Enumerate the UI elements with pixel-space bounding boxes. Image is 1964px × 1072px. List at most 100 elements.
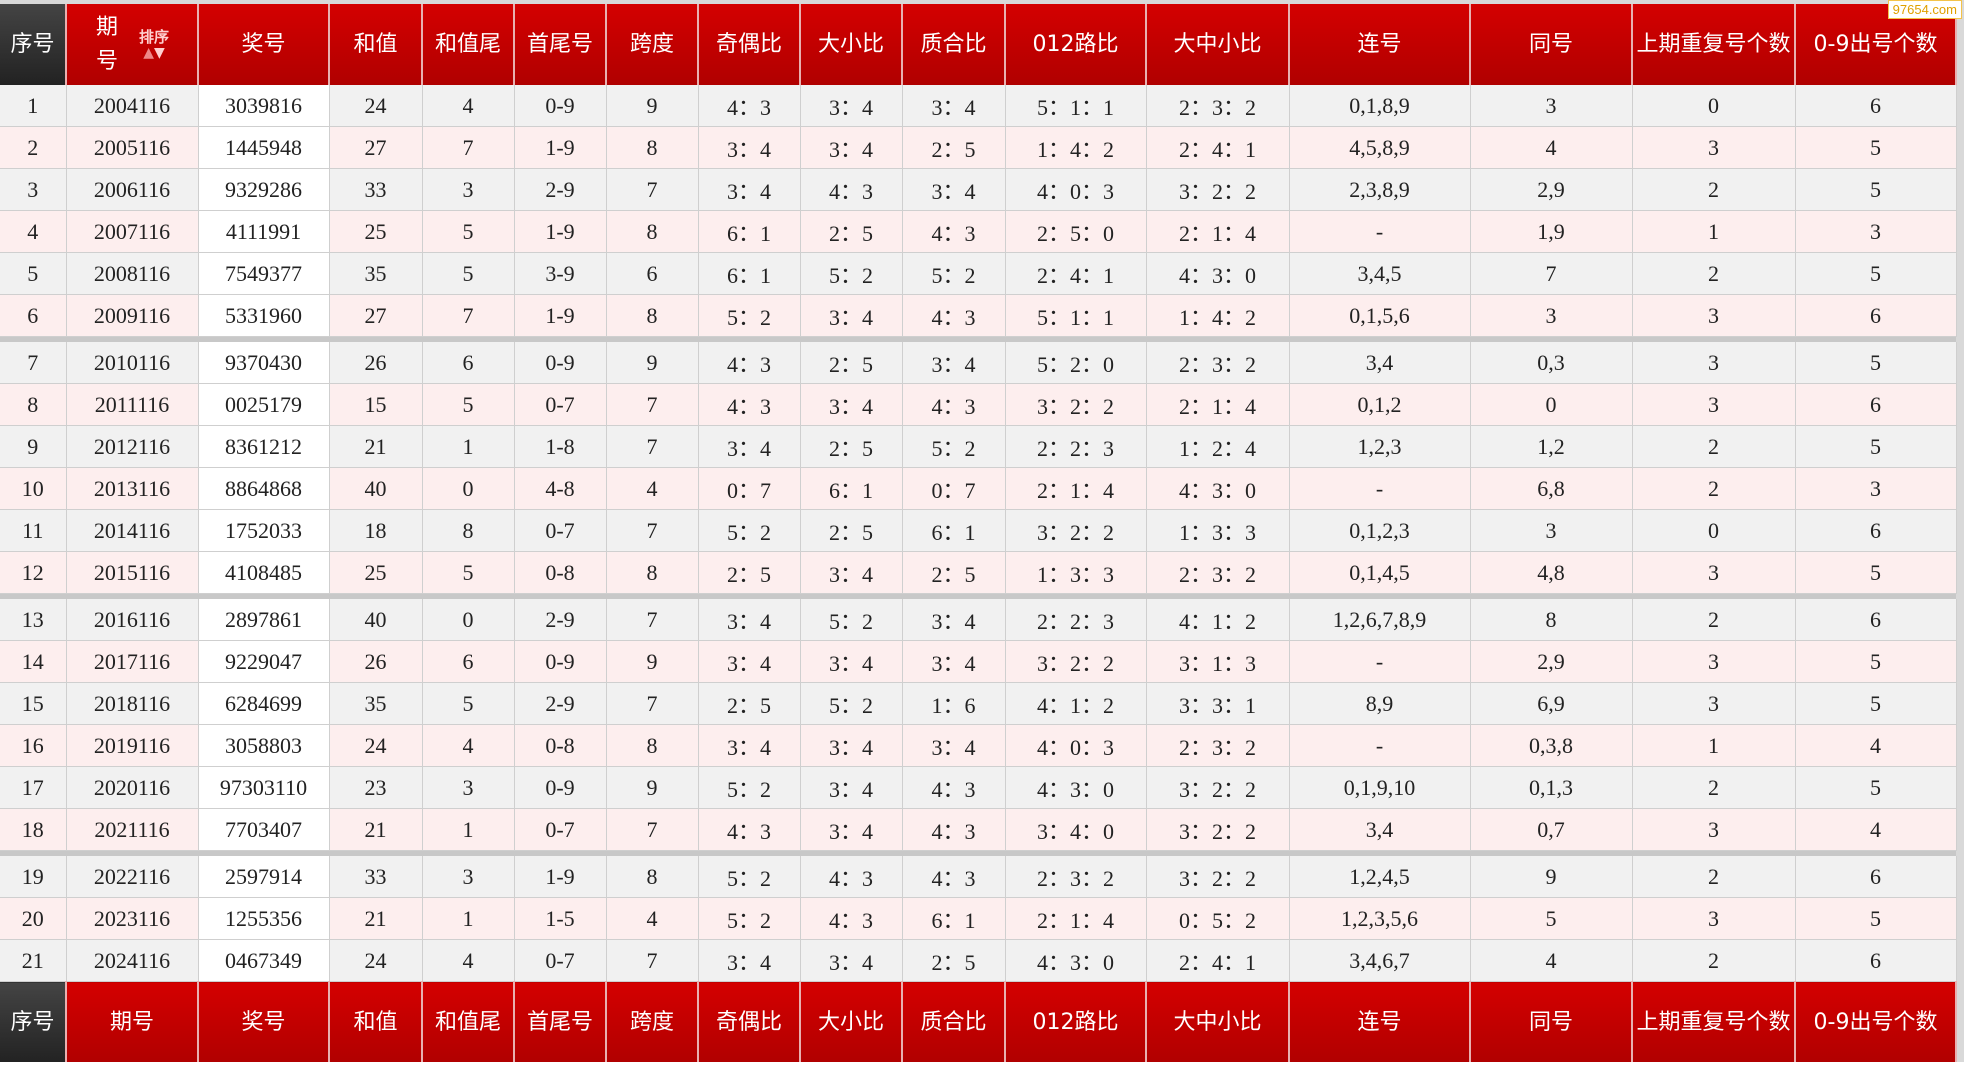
column-header-period[interactable]: 期号排序 ▲▼ — [66, 4, 199, 85]
cell-first-last: 0-7 — [514, 509, 607, 552]
column-header-index: 序号 — [0, 4, 67, 85]
cell-period: 2024116 — [66, 939, 199, 982]
cell-odd-even: 0：7 — [698, 467, 801, 510]
cell-period: 2014116 — [66, 509, 199, 552]
cell-index: 16 — [0, 724, 67, 767]
cell-repeat-count: 2 — [1632, 425, 1796, 468]
cell-first-last: 0-7 — [514, 939, 607, 982]
cell-span: 8 — [606, 856, 699, 898]
cell-big-small: 5：2 — [800, 599, 903, 641]
table-row: 3 2006116 9329286 33 3 2-9 7 3：4 4：3 3：4 4：0：3 3：2：… — [0, 168, 1957, 211]
cell-period: 2013116 — [66, 467, 199, 510]
cell-road-012: 5：1：1 — [1005, 85, 1147, 127]
cell-big-mid-small: 0：5：2 — [1146, 897, 1290, 940]
cell-odd-even: 5：2 — [698, 856, 801, 898]
cell-period: 2010116 — [66, 342, 199, 384]
cell-sum-tail: 5 — [422, 682, 515, 725]
cell-digit-count: 5 — [1795, 640, 1957, 683]
cell-digit-count: 5 — [1795, 897, 1957, 940]
cell-period: 2023116 — [66, 897, 199, 940]
column-header-digit-count: 0-9出号个数 — [1795, 981, 1957, 1063]
cell-same-number: 3 — [1470, 509, 1633, 552]
cell-sum: 26 — [329, 640, 423, 683]
cell-span: 4 — [606, 467, 699, 510]
cell-index: 1 — [0, 85, 67, 127]
cell-sum-tail: 1 — [422, 897, 515, 940]
cell-sum: 40 — [329, 467, 423, 510]
cell-same-number: 6,9 — [1470, 682, 1633, 725]
cell-big-mid-small: 2：3：2 — [1146, 342, 1290, 384]
cell-prize-number: 9370430 — [198, 342, 330, 384]
table-row: 5 2008116 7549377 35 5 3-9 6 6：1 5：2 5：2 2：4：1 4：3：… — [0, 252, 1957, 295]
column-header-prize-number: 奖号 — [198, 4, 330, 85]
cell-repeat-count: 2 — [1632, 856, 1796, 898]
column-header-repeat-count: 上期重复号个数 — [1632, 981, 1796, 1063]
cell-span: 8 — [606, 551, 699, 594]
cell-odd-even: 3：4 — [698, 425, 801, 468]
table-body: 1 2004116 3039816 24 4 0-9 9 4：3 3：4 3：4 5：1：1 2：3：… — [0, 85, 1957, 982]
separator-cell — [0, 593, 1956, 599]
cell-prime-composite: 0：7 — [902, 467, 1006, 510]
cell-prime-composite: 2：5 — [902, 939, 1006, 982]
cell-big-small: 3：4 — [800, 294, 903, 337]
column-header-odd-even: 奇偶比 — [698, 4, 801, 85]
cell-sum-tail: 3 — [422, 856, 515, 898]
cell-odd-even: 5：2 — [698, 294, 801, 337]
cell-big-small: 2：5 — [800, 425, 903, 468]
cell-first-last: 0-7 — [514, 808, 607, 851]
cell-span: 7 — [606, 682, 699, 725]
lottery-stats-table: 序号 期号排序 ▲▼ 奖号 和值 和值尾 首尾号 跨度 奇偶比 大小比 质合比 012路比 大中小比 连号… — [0, 4, 1957, 1063]
cell-sum-tail: 5 — [422, 383, 515, 426]
cell-span: 7 — [606, 808, 699, 851]
cell-first-last: 0-9 — [514, 85, 607, 127]
cell-same-number: 0,7 — [1470, 808, 1633, 851]
cell-index: 13 — [0, 599, 67, 641]
cell-prize-number: 9329286 — [198, 168, 330, 211]
cell-first-last: 0-8 — [514, 724, 607, 767]
cell-consecutive: 1,2,4,5 — [1289, 856, 1471, 898]
column-header-sum: 和值 — [329, 981, 423, 1063]
table-row: 19 2022116 2597914 33 3 1-9 8 5：2 4：3 4：3 2：3：2 3：2… — [0, 856, 1957, 898]
cell-span: 7 — [606, 509, 699, 552]
cell-same-number: 2,9 — [1470, 640, 1633, 683]
cell-consecutive: 3,4 — [1289, 342, 1471, 384]
cell-consecutive: 3,4,5 — [1289, 252, 1471, 295]
cell-digit-count: 5 — [1795, 126, 1957, 169]
cell-prime-composite: 4：3 — [902, 210, 1006, 253]
column-header-period: 期号 — [66, 981, 199, 1063]
cell-prize-number: 0025179 — [198, 383, 330, 426]
table-row: 14 2017116 9229047 26 6 0-9 9 3：4 3：4 3：4 3：2：2 3：1… — [0, 640, 1957, 683]
cell-same-number: 8 — [1470, 599, 1633, 641]
cell-first-last: 0-7 — [514, 383, 607, 426]
cell-repeat-count: 0 — [1632, 85, 1796, 127]
cell-digit-count: 5 — [1795, 168, 1957, 211]
cell-sum: 21 — [329, 808, 423, 851]
cell-consecutive: 2,3,8,9 — [1289, 168, 1471, 211]
cell-big-small: 3：4 — [800, 939, 903, 982]
cell-span: 9 — [606, 766, 699, 809]
cell-digit-count: 5 — [1795, 766, 1957, 809]
sort-button[interactable]: 排序 ▲▼ — [139, 29, 169, 61]
cell-sum-tail: 4 — [422, 939, 515, 982]
cell-odd-even: 4：3 — [698, 342, 801, 384]
cell-first-last: 1-5 — [514, 897, 607, 940]
cell-big-small: 5：2 — [800, 252, 903, 295]
column-header-big-mid-small: 大中小比 — [1146, 981, 1290, 1063]
cell-sum-tail: 1 — [422, 808, 515, 851]
column-header-first-last: 首尾号 — [514, 981, 607, 1063]
cell-sum: 24 — [329, 939, 423, 982]
cell-sum-tail: 8 — [422, 509, 515, 552]
cell-big-small: 2：5 — [800, 342, 903, 384]
cell-road-012: 5：1：1 — [1005, 294, 1147, 337]
cell-big-mid-small: 2：1：4 — [1146, 383, 1290, 426]
cell-period: 2020116 — [66, 766, 199, 809]
cell-first-last: 3-9 — [514, 252, 607, 295]
cell-odd-even: 3：4 — [698, 599, 801, 641]
cell-odd-even: 3：4 — [698, 126, 801, 169]
cell-repeat-count: 1 — [1632, 724, 1796, 767]
cell-same-number: 5 — [1470, 897, 1633, 940]
cell-period: 2012116 — [66, 425, 199, 468]
cell-sum-tail: 7 — [422, 294, 515, 337]
cell-sum-tail: 0 — [422, 599, 515, 641]
cell-period: 2018116 — [66, 682, 199, 725]
